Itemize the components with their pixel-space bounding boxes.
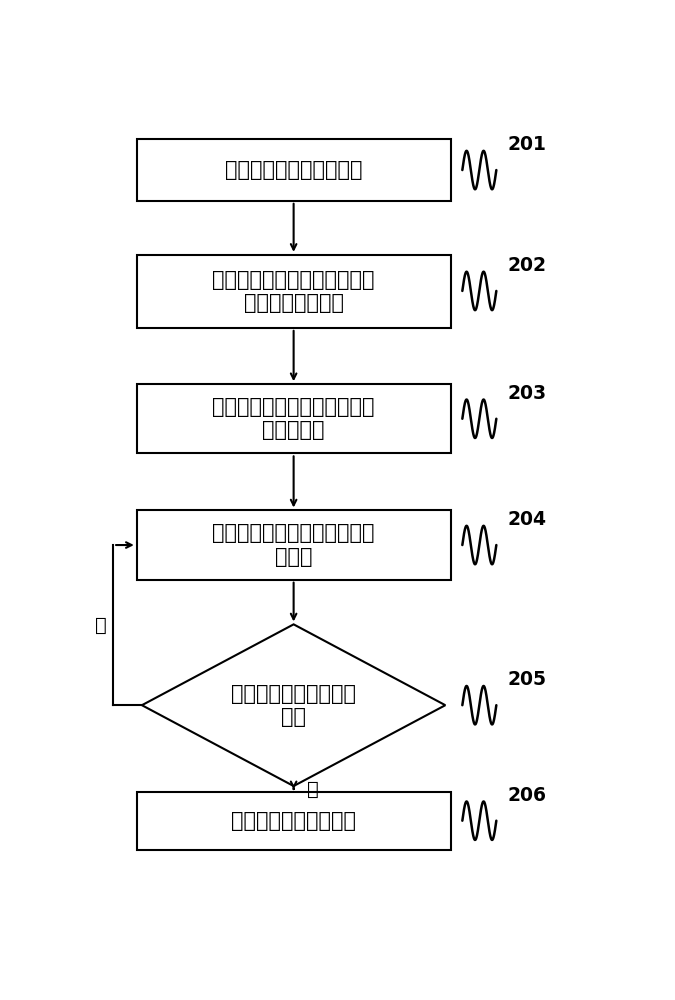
FancyBboxPatch shape — [136, 139, 451, 201]
FancyBboxPatch shape — [136, 792, 451, 850]
Text: 建立光学网点扩大的非线性转
化关系模型: 建立光学网点扩大的非线性转 化关系模型 — [213, 397, 375, 440]
Text: 206: 206 — [508, 786, 547, 805]
Text: 判断校正因子是否满足
要求: 判断校正因子是否满足 要求 — [231, 684, 356, 727]
Text: 202: 202 — [508, 256, 547, 275]
FancyBboxPatch shape — [136, 255, 451, 328]
Text: 建立校正机械网点扩大的一维
校正转化关系模型: 建立校正机械网点扩大的一维 校正转化关系模型 — [213, 270, 375, 313]
Text: 204: 204 — [508, 510, 547, 529]
Text: 201: 201 — [508, 135, 547, 154]
Text: 是: 是 — [306, 780, 319, 799]
Text: 205: 205 — [508, 670, 547, 689]
Polygon shape — [142, 624, 446, 786]
Text: 校正输出设备的输出条件: 校正输出设备的输出条件 — [225, 160, 362, 180]
FancyBboxPatch shape — [136, 384, 451, 453]
Text: 调用校正因子的最优值: 调用校正因子的最优值 — [231, 811, 356, 831]
Text: 读取标准色靶光谱值输入特征
化模型: 读取标准色靶光谱值输入特征 化模型 — [213, 523, 375, 567]
Text: 203: 203 — [508, 384, 547, 403]
FancyBboxPatch shape — [136, 510, 451, 580]
Text: 否: 否 — [95, 616, 107, 635]
